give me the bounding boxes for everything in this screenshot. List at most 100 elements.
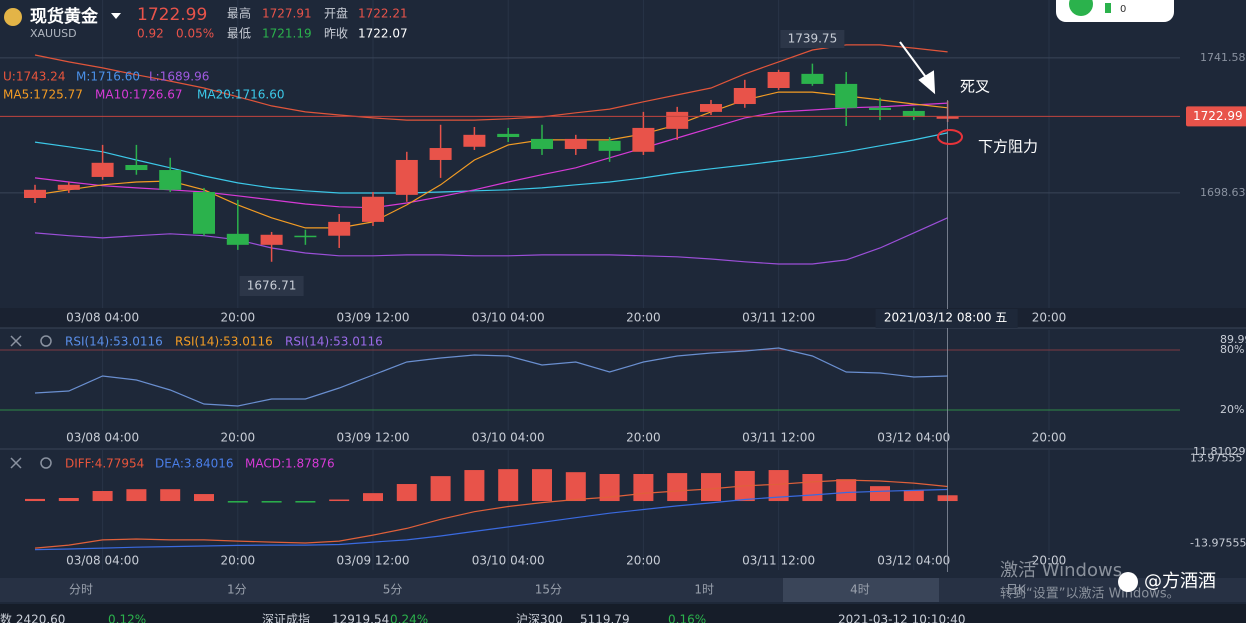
ticker-item: 12919.54: [332, 613, 389, 623]
macd-bar: [329, 499, 350, 502]
tab[interactable]: 1分: [227, 583, 247, 597]
indicator-line: [34, 91, 948, 229]
candle-body: [632, 127, 655, 152]
stat-value: 1722.07: [358, 27, 408, 41]
tab[interactable]: 15分: [535, 583, 562, 597]
x-tick-label: 20:00: [221, 431, 256, 445]
tab[interactable]: 分时: [69, 583, 93, 597]
label-box: [780, 30, 845, 48]
stat-label: 最低: [227, 27, 251, 41]
x-tick-label: 20:00: [1032, 554, 1067, 568]
candle-body: [733, 88, 756, 105]
candle-body: [328, 221, 351, 236]
ticker-item: 0.16%: [668, 613, 706, 623]
legend: MA20:1716.60: [197, 88, 285, 102]
label-box: [239, 276, 304, 296]
legend: MA10:1726.67: [95, 88, 183, 102]
diff-line: [34, 479, 948, 549]
price-tag-text: 1722.99: [1193, 109, 1243, 123]
y-tick-label: 20%: [1220, 403, 1244, 416]
candle-body: [429, 148, 452, 160]
brand: @方酒酒: [1144, 571, 1216, 592]
macd-bar: [227, 501, 248, 503]
legend: MACD:1.87876: [245, 457, 335, 471]
x-tick-label: 03/09 12:00: [337, 554, 410, 568]
tab-bar: [0, 578, 1246, 602]
macd-bar: [58, 498, 79, 502]
settings-icon[interactable]: [40, 335, 52, 347]
y-tick-label: 1698.63: [1200, 186, 1246, 199]
legend: M:1716.60: [76, 70, 140, 84]
x-tick-label: 20:00: [626, 431, 661, 445]
legend: DIFF:4.77954: [65, 457, 144, 471]
stat-value: 1727.91: [262, 7, 312, 21]
gold-icon: [4, 8, 22, 26]
candle-body: [91, 162, 114, 177]
macd-bar: [160, 489, 181, 502]
close-icon[interactable]: [10, 457, 22, 469]
macd-bar: [870, 486, 890, 502]
ticker-item: 深证成指: [262, 612, 310, 623]
legend: U:1743.24: [3, 70, 65, 84]
macd-bar: [836, 479, 857, 502]
x-tick-label: 03/09 12:00: [337, 311, 410, 325]
x-tick-label: 03/11 12:00: [742, 311, 815, 325]
candle-body: [159, 170, 182, 190]
x-tick-label: 03/10 04:00: [472, 311, 545, 325]
low-label: 1676.71: [247, 279, 297, 293]
macd-bar: [194, 494, 214, 502]
charts: 03/08 04:00 20:00 03/09 12:00 03/10 04:00 20…: [0, 0, 1246, 572]
instrument-name[interactable]: 现货黄金: [30, 6, 99, 27]
macd-bar: [126, 489, 147, 502]
close-icon[interactable]: [10, 335, 22, 347]
legend: RSI(14):53.0116: [65, 335, 163, 349]
candle-body: [564, 138, 587, 149]
x-tick-label: 20:00: [1032, 311, 1067, 325]
macd-bar: [498, 469, 519, 502]
candle-body: [869, 107, 891, 110]
dropdown-arrow[interactable]: [111, 13, 121, 19]
candle-body: [497, 133, 520, 138]
macd-bar: [903, 490, 924, 502]
candle-body: [24, 189, 46, 198]
tab[interactable]: 1时: [694, 583, 714, 597]
candle-body: [193, 192, 215, 234]
macd-bar: [295, 501, 316, 503]
x-tick-label: 03/08 04:00: [66, 554, 139, 568]
tab[interactable]: 4时: [850, 583, 870, 597]
y-tick-label: 89.99999: [1220, 333, 1246, 346]
macd-bar: [363, 493, 383, 502]
x-tick-label: 03/10 04:00: [472, 554, 545, 568]
brand-icon: [1118, 572, 1138, 592]
x-tick-label: 03/08 04:00: [66, 311, 139, 325]
x-tick-label: 20:00: [221, 554, 256, 568]
tab[interactable]: 5分: [383, 583, 403, 597]
stat-label: 最高: [227, 6, 251, 21]
ticker-item: 2021-03-12 10:10:40: [838, 613, 965, 623]
status-badge: 0: [1120, 4, 1126, 15]
macd-bar: [565, 472, 586, 502]
macd-bar: [430, 476, 451, 502]
x-tick-label: 03/11 12:00: [742, 431, 815, 445]
x-tick-label: 20:00: [1032, 431, 1067, 445]
candle-body: [598, 140, 621, 151]
tab[interactable]: 日K: [1006, 583, 1027, 597]
watermark: 激活 Windows: [1000, 560, 1122, 581]
x-tick-label: 03/09 12:00: [337, 431, 410, 445]
tab-selected: [783, 578, 939, 602]
x-tick-label: 03/12 04:00: [877, 554, 950, 568]
y-tick-label: 80%: [1220, 343, 1244, 356]
settings-icon[interactable]: [40, 457, 52, 469]
stat-value: 1722.21: [358, 7, 408, 21]
indicator-line: [34, 132, 948, 194]
candle-body: [226, 233, 249, 245]
candle-body: [57, 184, 80, 190]
last-price: 1722.99: [137, 5, 207, 25]
stat-label: 开盘: [324, 6, 348, 21]
candle-body: [700, 104, 722, 112]
macd-bar: [464, 470, 485, 502]
macd-bar: [599, 474, 620, 502]
y-tick-label: -13.97555: [1190, 536, 1246, 549]
change-pct: 0.05%: [176, 27, 214, 41]
ticker-item: 5119.79: [580, 613, 630, 623]
